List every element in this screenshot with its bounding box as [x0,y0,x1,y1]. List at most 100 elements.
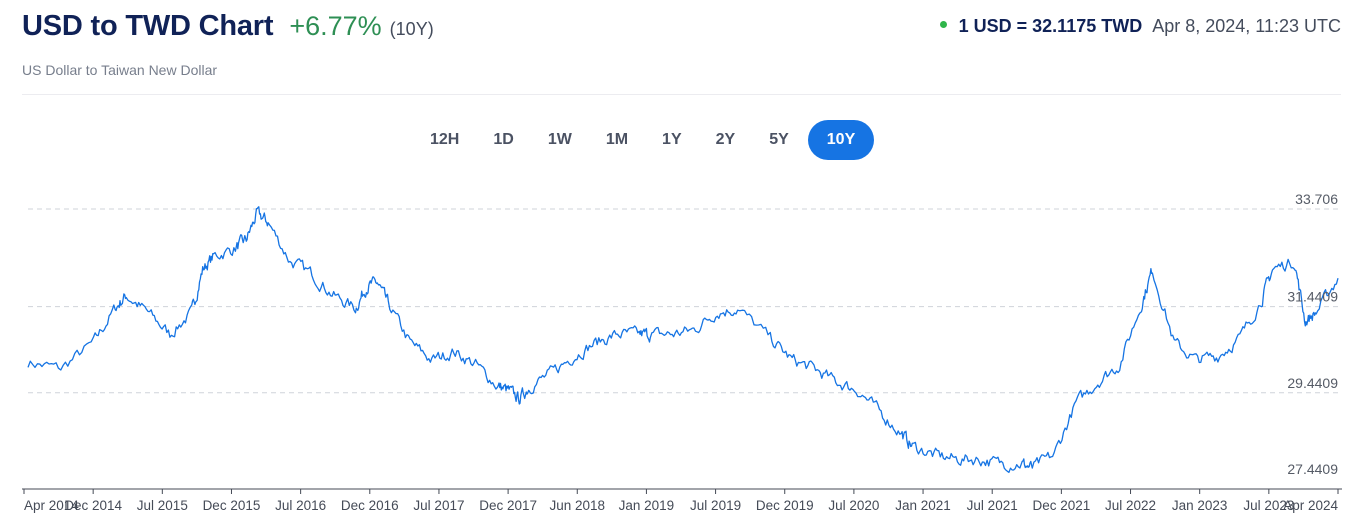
data-point [113,306,117,310]
live-rate: 1 USD = 32.1175 TWD Apr 8, 2024, 11:23 U… [939,16,1341,37]
data-point [266,220,270,224]
data-point [692,328,696,332]
y-tick-label: 31.4409 [1287,289,1338,305]
x-tick-label: Dec 2015 [203,498,261,513]
range-button-1y[interactable]: 1Y [662,131,682,148]
data-point [364,285,368,289]
data-point [932,453,936,457]
data-point [26,360,30,364]
data-point [1260,298,1264,302]
data-point [517,397,521,401]
data-point [768,337,772,341]
x-tick-label: Jan 2021 [895,498,951,513]
data-point [637,332,641,336]
data-point [1140,302,1144,306]
data-point [92,341,96,345]
range-button-1m[interactable]: 1M [605,131,629,148]
data-point [354,306,358,310]
data-point [1216,354,1220,358]
x-tick-label: Jul 2021 [967,498,1018,513]
change-percent: +6.77% [289,11,382,41]
y-tick-label: 29.4409 [1287,375,1338,391]
data-point [1019,462,1023,466]
data-point [1292,259,1296,263]
y-tick-label: 27.4409 [1287,461,1338,477]
x-tick-label: Jul 2016 [275,498,326,513]
data-point [550,371,554,375]
data-point [998,462,1002,466]
data-point [1303,319,1307,323]
data-point [1271,268,1275,272]
page-title: USD to TWD Chart [22,10,274,42]
data-point [124,294,128,298]
x-tick-label: Dec 2014 [64,498,122,513]
data-point [1052,453,1056,457]
data-point [812,367,816,371]
time-range-selector: 12H 1D 1W 1M 1Y 2Y 5Y 10Y [415,120,878,160]
data-point [594,341,598,345]
data-point [714,311,718,315]
x-tick-label: Jul 2020 [828,498,879,513]
data-point [670,332,674,336]
rate-value: 1 USD = 32.1175 TWD [958,16,1143,36]
data-point [452,350,456,354]
data-point [408,341,412,345]
x-tick-label: Apr 2024 [1283,498,1338,513]
data-point [910,444,914,448]
data-point [878,410,882,414]
data-point [736,306,740,310]
x-tick-label: Dec 2017 [479,498,537,513]
data-point [1096,380,1100,384]
range-button-2y[interactable]: 2Y [715,131,736,148]
data-point [976,457,980,461]
data-point [168,332,172,336]
rate-timestamp: Apr 8, 2024, 11:23 UTC [1152,16,1341,36]
x-tick-label: Dec 2021 [1032,498,1090,513]
data-point [375,281,379,285]
data-point [1336,276,1340,280]
data-point [856,388,860,392]
range-button-12h[interactable]: 12H [430,131,460,148]
data-point [572,354,576,358]
x-tick-label: Jul 2015 [137,498,188,513]
page-subtitle: US Dollar to Taiwan New Dollar [22,62,218,78]
data-point [899,431,903,435]
data-point [1118,362,1122,366]
data-point [616,332,620,336]
x-tick-label: Jan 2019 [619,498,675,513]
chart-header: USD to TWD Chart +6.77% (10Y) US Dollar … [22,6,1341,95]
data-point [506,388,510,392]
data-point [474,362,478,366]
data-point [1172,341,1176,345]
range-button-1d[interactable]: 1D [493,131,514,148]
data-point [1150,268,1154,272]
data-point [310,272,314,276]
title-row: USD to TWD Chart +6.77% (10Y) [22,10,434,43]
x-tick-label: Jul 2019 [690,498,741,513]
data-point [1030,466,1034,470]
x-tick-label: Jul 2017 [413,498,464,513]
line-chart: 33.706 31.4409 29.4409 27.4409 Apr 2014 Dec … [0,180,1355,523]
data-point [834,380,838,384]
range-button-5y[interactable]: 5Y [769,131,789,148]
data-point [244,237,248,241]
data-point [386,302,390,306]
data-point [201,268,205,272]
data-point [1314,311,1318,315]
range-button-1w[interactable]: 1W [547,131,572,148]
range-button-10y[interactable]: 10Y [807,120,875,160]
data-point [1194,358,1198,362]
data-point [332,294,336,298]
x-tick-label: Jul 2022 [1105,498,1156,513]
data-point [146,311,150,315]
data-point [648,332,652,336]
data-point [430,358,434,362]
data-point [255,212,259,216]
data-point [495,384,499,388]
data-point [1074,401,1078,405]
data-point [1238,337,1242,341]
change-period: (10Y) [389,19,434,39]
series-line [27,206,1339,474]
